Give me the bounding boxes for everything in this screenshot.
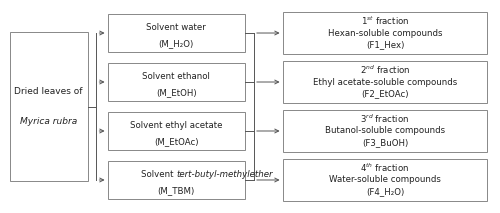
Text: Solvent ethyl acetate: Solvent ethyl acetate: [130, 121, 222, 130]
Text: Solvent ethanol: Solvent ethanol: [142, 72, 210, 81]
Text: Solvent water: Solvent water: [146, 23, 206, 32]
FancyBboxPatch shape: [108, 112, 245, 150]
Text: 1$^{st}$ fraction: 1$^{st}$ fraction: [361, 15, 409, 27]
Text: Dried leaves of: Dried leaves of: [14, 87, 83, 96]
FancyBboxPatch shape: [108, 161, 245, 199]
Text: 3$^{rd}$ fraction: 3$^{rd}$ fraction: [360, 113, 410, 125]
FancyBboxPatch shape: [282, 61, 488, 103]
FancyBboxPatch shape: [108, 63, 245, 101]
Text: Ethyl acetate-soluble compounds: Ethyl acetate-soluble compounds: [313, 78, 457, 86]
Text: Hexan-soluble compounds: Hexan-soluble compounds: [328, 29, 442, 37]
Text: (F3_BuOH): (F3_BuOH): [362, 138, 408, 147]
Text: (M_TBM): (M_TBM): [158, 186, 195, 195]
Text: Butanol-soluble compounds: Butanol-soluble compounds: [325, 127, 445, 135]
Text: (F1_Hex): (F1_Hex): [366, 40, 404, 49]
FancyBboxPatch shape: [108, 14, 245, 52]
Text: (M_EtOAc): (M_EtOAc): [154, 137, 198, 146]
FancyBboxPatch shape: [10, 32, 88, 181]
Text: (F4_H₂O): (F4_H₂O): [366, 187, 404, 196]
FancyBboxPatch shape: [282, 159, 488, 201]
Text: (F2_EtOAc): (F2_EtOAc): [361, 89, 408, 98]
Text: Solvent: Solvent: [141, 170, 176, 178]
Text: Myrica rubra: Myrica rubra: [20, 117, 78, 126]
FancyBboxPatch shape: [282, 110, 488, 152]
Text: tert-butyl-methylether: tert-butyl-methylether: [176, 170, 273, 178]
Text: 4$^{th}$ fraction: 4$^{th}$ fraction: [360, 162, 410, 174]
Text: Water-soluble compounds: Water-soluble compounds: [329, 176, 441, 184]
Text: (M_H₂O): (M_H₂O): [158, 39, 194, 48]
Text: (M_EtOH): (M_EtOH): [156, 88, 196, 97]
Text: 2$^{nd}$ fraction: 2$^{nd}$ fraction: [360, 64, 410, 76]
FancyBboxPatch shape: [282, 12, 488, 54]
